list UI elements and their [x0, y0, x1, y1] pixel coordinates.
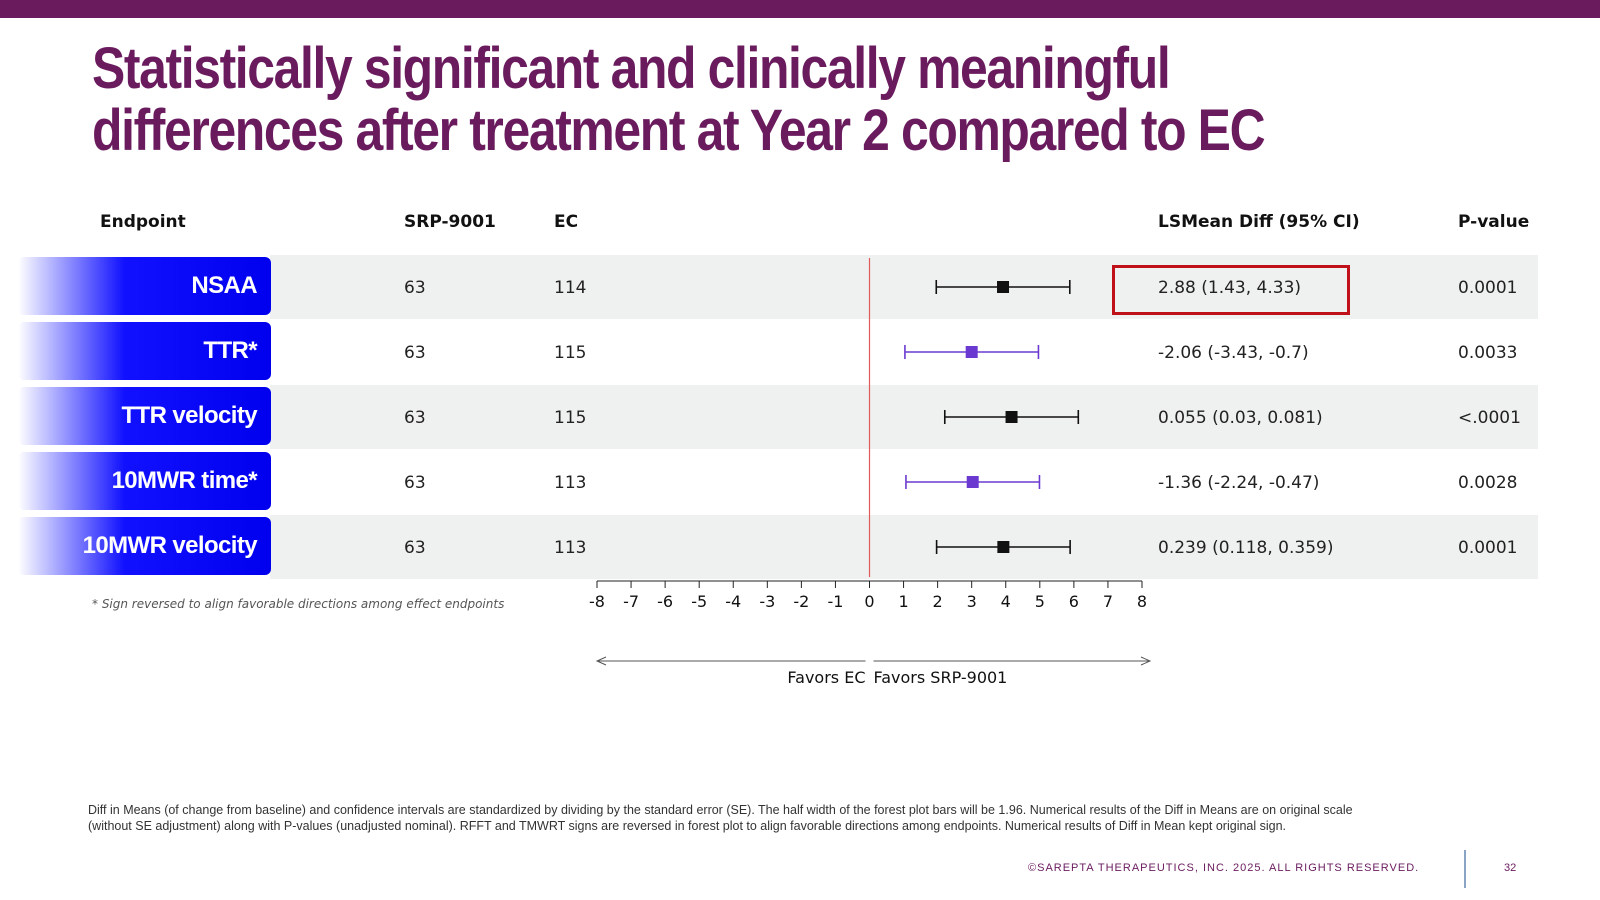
favors-srp-label: Favors SRP-9001 [874, 668, 1008, 687]
srp-count: 63 [404, 408, 426, 428]
x-tick-label: 8 [1137, 592, 1147, 611]
x-tick-label: 6 [1069, 592, 1079, 611]
methods-footnote: Diff in Means (of change from baseline) … [88, 802, 1488, 834]
endpoint-label-box: 10MWR velocity [18, 517, 271, 575]
header-pvalue: P-value [1458, 212, 1530, 232]
ec-count: 113 [554, 538, 587, 558]
header-diff: LSMean Diff (95% CI) [1158, 212, 1360, 232]
point-estimate-marker [997, 281, 1010, 293]
diff-ci: 0.239 (0.118, 0.359) [1158, 538, 1334, 558]
title-line-1: Statistically significant and clinically… [92, 36, 1171, 101]
x-tick-label: 2 [933, 592, 943, 611]
diff-ci: -2.06 (-3.43, -0.7) [1158, 343, 1309, 363]
endpoint-label: NSAA [191, 272, 257, 299]
header-ec: EC [554, 212, 579, 232]
endpoint-label-box: NSAA [18, 257, 271, 315]
footnote-line-2: (without SE adjustment) along with P-val… [88, 819, 1287, 833]
diff-ci: -1.36 (-2.24, -0.47) [1158, 473, 1320, 493]
copyright-notice: ©SAREPTA THERAPEUTICS, INC. 2025. ALL RI… [1028, 862, 1420, 874]
point-estimate-marker [1005, 411, 1018, 423]
favors-ec-arrowhead [595, 656, 607, 666]
endpoint-label-box: TTR velocity [18, 387, 271, 445]
x-tick-label: 0 [864, 592, 874, 611]
x-tick-label: 7 [1103, 592, 1113, 611]
sign-reversed-note: * Sign reversed to align favorable direc… [92, 597, 505, 611]
x-tick-label: -3 [759, 592, 775, 611]
p-value: 0.0033 [1458, 343, 1518, 363]
top-brand-bar [0, 0, 1600, 18]
favors-ec-label: Favors EC [787, 668, 865, 687]
ec-count: 115 [554, 408, 587, 428]
endpoint-label: 10MWR time* [111, 467, 258, 494]
endpoint-label-box: TTR* [18, 322, 271, 380]
row-background [270, 515, 1538, 579]
page-number: 32 [1504, 862, 1517, 874]
nsaa-highlight-box [1112, 265, 1350, 315]
p-value: 0.0001 [1458, 538, 1518, 558]
x-tick-label: -5 [691, 592, 707, 611]
srp-count: 63 [404, 278, 426, 298]
header-endpoint: Endpoint [100, 212, 186, 232]
p-value: <.0001 [1458, 408, 1521, 428]
endpoint-label-box: 10MWR time* [18, 452, 271, 510]
diff-ci: 0.055 (0.03, 0.081) [1158, 408, 1323, 428]
endpoint-label: TTR* [203, 337, 257, 364]
point-estimate-marker [966, 476, 979, 488]
favors-srp-arrowhead [1140, 656, 1152, 666]
x-tick-label: 5 [1035, 592, 1045, 611]
footer-divider [1464, 850, 1466, 888]
srp-count: 63 [404, 538, 426, 558]
x-tick-label: 1 [898, 592, 908, 611]
srp-count: 63 [404, 343, 426, 363]
srp-count: 63 [404, 473, 426, 493]
ec-count: 115 [554, 343, 587, 363]
diff-ci: 2.88 (1.43, 4.33) [1158, 278, 1302, 298]
x-tick-label: -4 [725, 592, 741, 611]
x-tick-label: -1 [827, 592, 843, 611]
x-tick-label: -2 [793, 592, 809, 611]
p-value: 0.0001 [1458, 278, 1518, 298]
x-tick-label: 3 [967, 592, 977, 611]
header-srp: SRP-9001 [404, 212, 496, 232]
ec-count: 114 [554, 278, 587, 298]
ec-count: 113 [554, 473, 587, 493]
point-estimate-marker [997, 541, 1010, 553]
title-line-2: differences after treatment at Year 2 co… [92, 98, 1266, 163]
footnote-line-1: Diff in Means (of change from baseline) … [88, 803, 1353, 817]
p-value: 0.0028 [1458, 473, 1518, 493]
slide-title: Statistically significant and clinically… [92, 38, 1348, 162]
endpoint-label: 10MWR velocity [82, 532, 258, 559]
point-estimate-marker [965, 346, 978, 358]
x-tick-label: -8 [589, 592, 605, 611]
row-background [270, 385, 1538, 449]
x-tick-label: -7 [623, 592, 639, 611]
endpoint-label: TTR velocity [121, 402, 258, 429]
x-tick-label: 4 [1001, 592, 1011, 611]
x-tick-label: -6 [657, 592, 673, 611]
